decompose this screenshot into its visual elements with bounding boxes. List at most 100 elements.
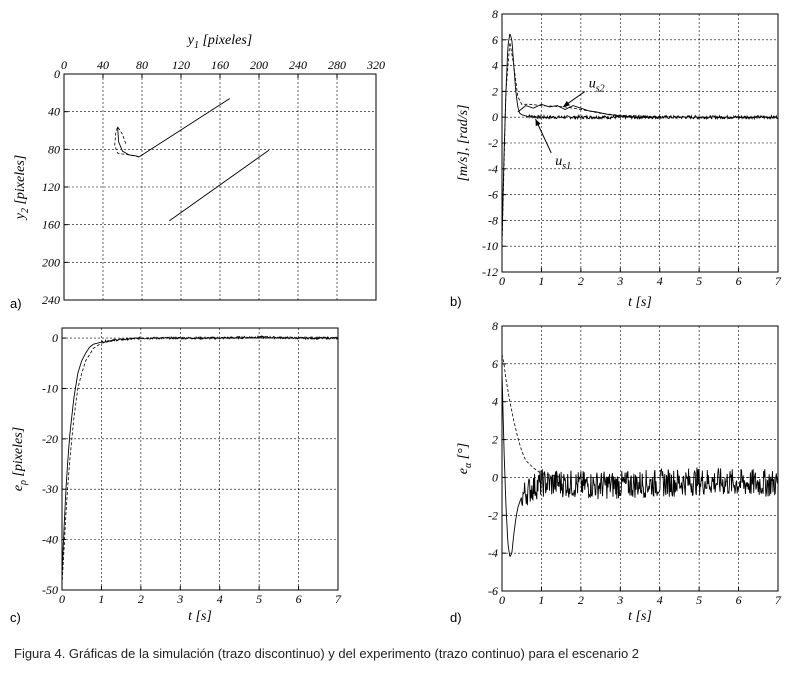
y-axis-label: eα [°] <box>456 443 474 474</box>
x-tick-label: 2 <box>578 274 584 288</box>
x-tick-label: 4 <box>657 274 663 288</box>
series-line-solid <box>517 103 660 118</box>
y-tick-label: -10 <box>42 381 58 395</box>
y-tick-label: 160 <box>42 218 60 232</box>
x-tick-label: 5 <box>696 274 702 288</box>
y-tick-label: -50 <box>42 583 58 597</box>
x-tick-label: 5 <box>696 593 702 607</box>
panel-c: 0 1 2 3 4 5 6 7 -50 -40 -30 -20 -10 0 t [s] eρ [pixeles… <box>10 327 342 625</box>
series-line-solid <box>62 334 338 575</box>
series-line-solid <box>117 126 140 158</box>
x-tick-label: 4 <box>217 592 223 606</box>
y-tick-label: 2 <box>492 433 498 447</box>
y-tick-label: -6 <box>488 188 498 202</box>
x-tick-label: 6 <box>736 593 742 607</box>
y-axis-label: [m/s], [rad/s] <box>456 104 471 181</box>
x-tick-label: 4 <box>657 593 663 607</box>
annotation-label: us2 <box>589 77 605 95</box>
x-tick-label: 40 <box>97 58 109 72</box>
x-tick-label: 0 <box>61 58 67 72</box>
x-tick-label: 5 <box>256 592 262 606</box>
plot-frame <box>61 327 339 591</box>
x-axis-label: y1 [pixeles] <box>186 33 252 51</box>
y-tick-label: 240 <box>42 293 60 307</box>
panel-b: 0 1 2 3 4 5 6 7 -12 -10 -8 -6 -4 -2 0 2 4 6 8 t [s] [m/s], [… <box>450 7 782 310</box>
y-tick-label: 40 <box>48 105 60 119</box>
x-axis-label: t [s] <box>628 295 652 310</box>
x-axis-label: t [s] <box>628 609 652 624</box>
y-tick-label: 120 <box>42 180 60 194</box>
panel-label: b) <box>450 294 462 309</box>
y-tick-label: -20 <box>42 432 58 446</box>
annotation-label: us1 <box>555 154 571 172</box>
x-tick-label: 3 <box>176 592 183 606</box>
x-tick-label: 2 <box>578 593 584 607</box>
y-tick-label: 8 <box>492 319 498 333</box>
y-tick-label: -10 <box>482 239 498 253</box>
series-group <box>502 33 778 247</box>
x-tick-label: 80 <box>136 58 148 72</box>
y-tick-label: 2 <box>492 84 498 98</box>
annotation-arrowhead <box>563 100 570 107</box>
plot-frame <box>501 325 779 592</box>
x-tick-label: 6 <box>736 274 742 288</box>
series-line-solid <box>169 149 270 222</box>
y-tick-label: 0 <box>492 110 498 124</box>
x-tick-label: 3 <box>616 593 623 607</box>
y-tick-label: -4 <box>488 546 498 560</box>
y-tick-label: -12 <box>482 265 498 279</box>
y-tick-label: -4 <box>488 162 498 176</box>
x-tick-label: 1 <box>538 593 544 607</box>
x-tick-label: 7 <box>775 274 782 288</box>
x-tick-label: 240 <box>289 58 307 72</box>
x-tick-label: 120 <box>172 58 190 72</box>
y-axis-label: eρ [pixeles] <box>11 427 29 491</box>
y-tick-label: 200 <box>42 255 60 269</box>
y-tick-label: 6 <box>492 357 498 371</box>
series-line-solid <box>138 98 231 158</box>
panel-a: 0 40 80 120 160 200 240 280 320 0 40 80 120 160 200 240… <box>10 33 385 311</box>
y-tick-label: 0 <box>52 331 58 345</box>
y-tick-label: -40 <box>42 533 58 547</box>
series-group <box>502 354 778 557</box>
x-tick-label: 3 <box>616 274 623 288</box>
x-tick-label: 2 <box>138 592 144 606</box>
panel-label: a) <box>10 296 22 311</box>
y-tick-label: 6 <box>492 33 498 47</box>
y-tick-label: 0 <box>54 67 60 81</box>
x-tick-label: 0 <box>499 593 505 607</box>
y-tick-label: -6 <box>488 584 498 598</box>
x-axis-label: t [s] <box>188 609 212 624</box>
y-tick-label: 4 <box>492 59 498 73</box>
annotation-arrowhead <box>535 119 541 127</box>
y-tick-label: -2 <box>488 136 498 150</box>
y-tick-label: -30 <box>42 482 58 496</box>
panel-d: 0 1 2 3 4 5 6 7 -6 -4 -2 0 2 4 6 8 t [s] eα [°] d) <box>450 319 782 625</box>
y-tick-label: 0 <box>492 470 498 484</box>
y-tick-label: 8 <box>492 7 498 21</box>
x-tick-label: 280 <box>328 58 346 72</box>
y-axis-label: y2 [pixeles] <box>13 155 31 221</box>
panel-label: c) <box>10 610 21 625</box>
x-tick-label: 1 <box>98 592 104 606</box>
y-tick-label: -2 <box>488 508 498 522</box>
series-line-dashed <box>114 125 140 158</box>
series-line-dashed <box>62 337 338 586</box>
x-tick-label: 160 <box>211 58 229 72</box>
x-tick-label: 0 <box>499 274 505 288</box>
series-group <box>114 98 270 222</box>
y-tick-label: -8 <box>488 213 498 227</box>
panel-label: d) <box>450 610 462 625</box>
x-tick-label: 7 <box>775 593 782 607</box>
y-tick-label: 4 <box>492 395 498 409</box>
x-tick-label: 6 <box>296 592 302 606</box>
x-tick-label: 0 <box>59 592 65 606</box>
x-tick-label: 320 <box>366 58 385 72</box>
x-tick-label: 7 <box>335 592 342 606</box>
figure-caption: Figura 4. Gráficas de la simulación (tra… <box>14 646 640 661</box>
x-tick-label: 200 <box>250 58 268 72</box>
series-group <box>62 334 338 586</box>
series-line-dashed <box>502 354 778 478</box>
y-tick-label: 80 <box>48 142 60 156</box>
